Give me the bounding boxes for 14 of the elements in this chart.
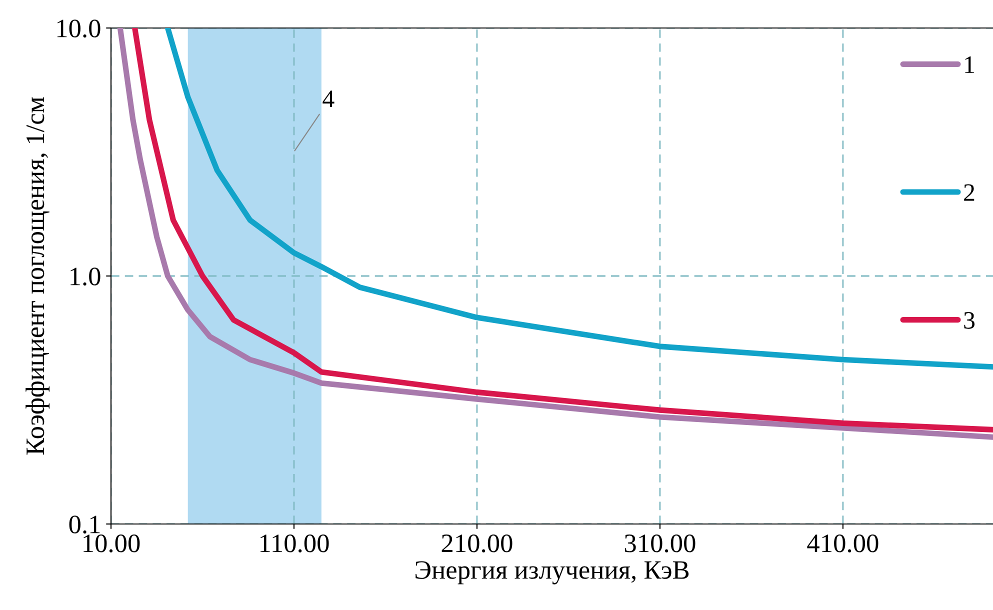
- y-tick-label: 0.1: [69, 516, 100, 534]
- x-axis-title: Энергия излучения, КэВ: [416, 561, 689, 584]
- legend-label: 1: [965, 56, 974, 73]
- x-tick-label: 410.00: [807, 534, 878, 552]
- y-tick-label: 1.0: [70, 268, 100, 286]
- y-axis-title: Коэффициент поглощения, 1/см: [26, 97, 50, 455]
- x-tick-label: 210.00: [442, 534, 512, 552]
- x-tick-label: 10.00: [84, 534, 140, 552]
- band-label: 4: [322, 90, 334, 108]
- y-tick-label: 10.0: [57, 20, 100, 38]
- x-tick-label: 310.00: [624, 534, 696, 552]
- legend-label: 2: [964, 184, 974, 201]
- legend-label: 3: [964, 312, 975, 329]
- x-tick-label: 110.00: [260, 534, 329, 552]
